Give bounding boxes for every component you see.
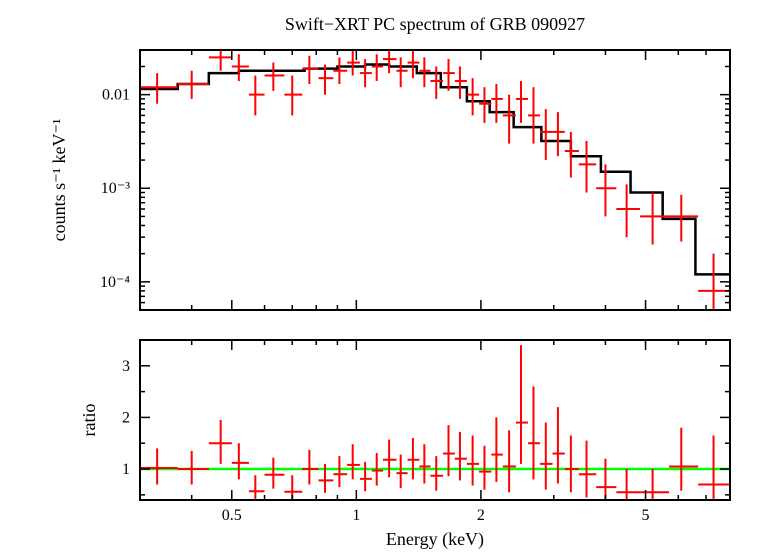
x-tick-label: 5 [642, 507, 650, 524]
y-tick-label-bottom: 2 [122, 409, 130, 426]
chart-title: Swift−XRT PC spectrum of GRB 090927 [285, 14, 585, 34]
y-tick-label-bottom: 1 [122, 461, 130, 478]
bottom-panel-data [140, 345, 730, 510]
x-axis-label: Energy (keV) [386, 529, 484, 550]
top-panel-frame [140, 50, 730, 310]
spectrum-figure: 0.5 1 2 5 10⁻⁴ 10⁻³ 0.01 1 2 3 Swift−XRT PC spectr… [0, 0, 758, 556]
x-tick-label: 0.5 [222, 507, 242, 524]
y-tick-label-top: 0.01 [102, 87, 130, 104]
y-axis-label-top: counts s⁻¹ keV⁻¹ [49, 119, 69, 242]
x-tick-label: 1 [352, 507, 360, 524]
top-panel-data [140, 46, 730, 343]
model-step-line [140, 64, 730, 274]
x-tick-label: 2 [477, 507, 485, 524]
y-tick-label-bottom: 3 [122, 358, 130, 375]
y-tick-label-top: 10⁻³ [101, 180, 130, 197]
y-axis-label-bottom: ratio [79, 404, 99, 437]
y-tick-label-top: 10⁻⁴ [100, 274, 130, 291]
